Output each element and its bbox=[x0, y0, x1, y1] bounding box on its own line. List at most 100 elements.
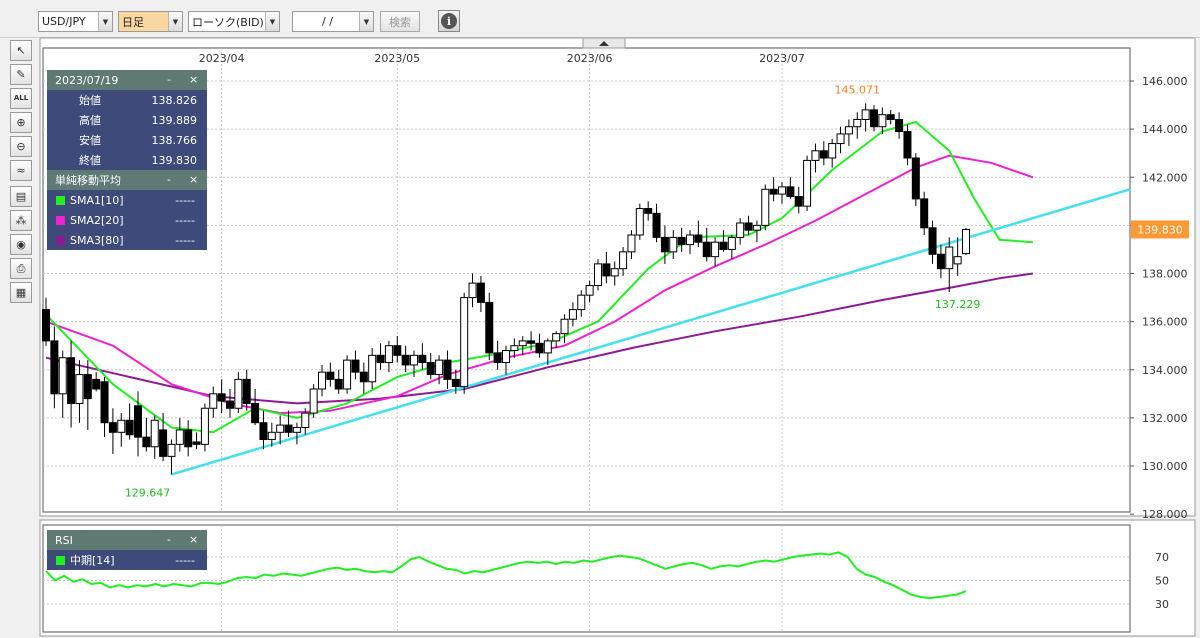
candle-body bbox=[42, 309, 50, 342]
candle bbox=[660, 225, 669, 264]
candle bbox=[134, 391, 142, 457]
candle bbox=[468, 273, 477, 308]
x-tick-label: 2023/04 bbox=[199, 52, 245, 65]
candle bbox=[234, 372, 243, 414]
candle bbox=[259, 410, 268, 450]
candle bbox=[100, 376, 109, 438]
numeric-display-button[interactable]: ▤ bbox=[10, 186, 32, 207]
candle bbox=[276, 415, 285, 445]
chart-type-select[interactable]: ローソク(BID) ▼ bbox=[188, 11, 280, 32]
sma-panel-title: 単純移動平均 bbox=[55, 174, 121, 187]
pencil-icon: ✎ bbox=[16, 68, 26, 81]
candle bbox=[761, 184, 770, 231]
candle bbox=[945, 237, 954, 293]
sma-row: SMA1[10] ----- bbox=[47, 190, 207, 210]
candle bbox=[844, 119, 853, 146]
view-button[interactable]: ◉ bbox=[10, 234, 32, 255]
pointer-tool-button[interactable]: ↖ bbox=[10, 40, 32, 61]
minimize-button[interactable]: - bbox=[167, 173, 171, 186]
candle bbox=[58, 350, 67, 418]
candle bbox=[108, 408, 117, 454]
candle-body bbox=[58, 357, 67, 395]
candle bbox=[619, 247, 628, 276]
close-button[interactable]: × bbox=[189, 73, 199, 86]
candle bbox=[677, 227, 686, 252]
candle bbox=[92, 372, 101, 392]
draw-line-button[interactable]: ✎ bbox=[10, 64, 32, 85]
table-button[interactable]: ▦ bbox=[10, 282, 32, 303]
candle-body bbox=[560, 318, 569, 335]
candle bbox=[911, 153, 920, 207]
y-tick-label: 130.000 bbox=[1142, 460, 1188, 473]
sma3-line bbox=[45, 272, 1034, 405]
candle-body bbox=[527, 340, 536, 344]
y-tick-label: 138.000 bbox=[1142, 268, 1188, 281]
candle bbox=[778, 182, 786, 204]
candle bbox=[343, 355, 352, 394]
candle-body bbox=[426, 362, 435, 376]
candle bbox=[125, 403, 134, 440]
info-button[interactable]: i bbox=[438, 10, 460, 32]
candle-body bbox=[543, 340, 552, 354]
candle bbox=[635, 203, 644, 240]
candle-body bbox=[326, 371, 335, 380]
rsi-panel: RSI - × 中期[14] ----- bbox=[47, 530, 207, 570]
candle bbox=[393, 336, 402, 363]
candle-body bbox=[108, 422, 117, 433]
sma-label: SMA2[20] bbox=[70, 213, 124, 227]
candle-body bbox=[435, 359, 444, 376]
y-tick-label: 134.000 bbox=[1142, 364, 1188, 377]
sma-label: SMA3[80] bbox=[70, 233, 124, 247]
candle-body bbox=[401, 354, 410, 366]
candle bbox=[719, 230, 728, 252]
candle-body bbox=[702, 241, 711, 258]
candle-body bbox=[485, 301, 494, 354]
candle bbox=[67, 340, 76, 428]
candle-body bbox=[594, 263, 602, 287]
currency-pair-select[interactable]: USD/JPY ▼ bbox=[38, 11, 113, 32]
candle bbox=[577, 290, 586, 317]
print-button[interactable]: ⎙ bbox=[10, 258, 32, 279]
close-button[interactable]: × bbox=[189, 173, 199, 186]
minimize-button[interactable]: - bbox=[167, 73, 171, 86]
candle-body bbox=[778, 186, 786, 195]
settings-button[interactable]: ⁂ bbox=[10, 210, 32, 231]
candle bbox=[895, 112, 904, 139]
zoom-in-button[interactable]: ⊕ bbox=[10, 112, 32, 133]
candle bbox=[953, 237, 962, 276]
price-annotation: 137.229 bbox=[935, 298, 981, 311]
zoom-out-button[interactable]: ⊖ bbox=[10, 136, 32, 157]
candle-body bbox=[284, 424, 293, 433]
candle bbox=[870, 105, 878, 132]
indicator-button[interactable]: ≈ bbox=[10, 160, 32, 181]
search-button[interactable]: 検索 bbox=[380, 11, 420, 32]
candle-body bbox=[711, 241, 720, 258]
candle-body bbox=[83, 374, 92, 400]
candle-body bbox=[510, 345, 519, 351]
candle bbox=[786, 177, 795, 199]
collapse-up-icon bbox=[599, 41, 609, 46]
candle-body bbox=[811, 150, 820, 161]
candle-body bbox=[736, 222, 745, 238]
timeframe-select[interactable]: 日足 ▼ bbox=[118, 11, 183, 32]
candle-body bbox=[334, 378, 343, 390]
rsi-panel-header: RSI - × bbox=[47, 530, 207, 550]
sma-label: SMA1[10] bbox=[70, 193, 124, 207]
candle-body bbox=[267, 431, 276, 441]
eraser-icon: ALL bbox=[13, 94, 29, 102]
minimize-button[interactable]: - bbox=[167, 533, 171, 546]
x-tick-label: 2023/05 bbox=[374, 52, 420, 65]
candle bbox=[460, 292, 469, 394]
close-button[interactable]: × bbox=[189, 533, 199, 546]
candle-body bbox=[610, 268, 619, 277]
candle bbox=[903, 124, 912, 166]
candle-body bbox=[518, 340, 527, 347]
delete-all-button[interactable]: ALL bbox=[10, 88, 32, 109]
ohlc-label: 安値 bbox=[79, 134, 101, 147]
candle bbox=[410, 350, 418, 377]
candle bbox=[368, 348, 377, 389]
date-input[interactable]: / / ▼ bbox=[292, 11, 374, 32]
candle-body bbox=[393, 345, 402, 356]
candle-body bbox=[945, 246, 954, 270]
candle bbox=[318, 364, 326, 397]
